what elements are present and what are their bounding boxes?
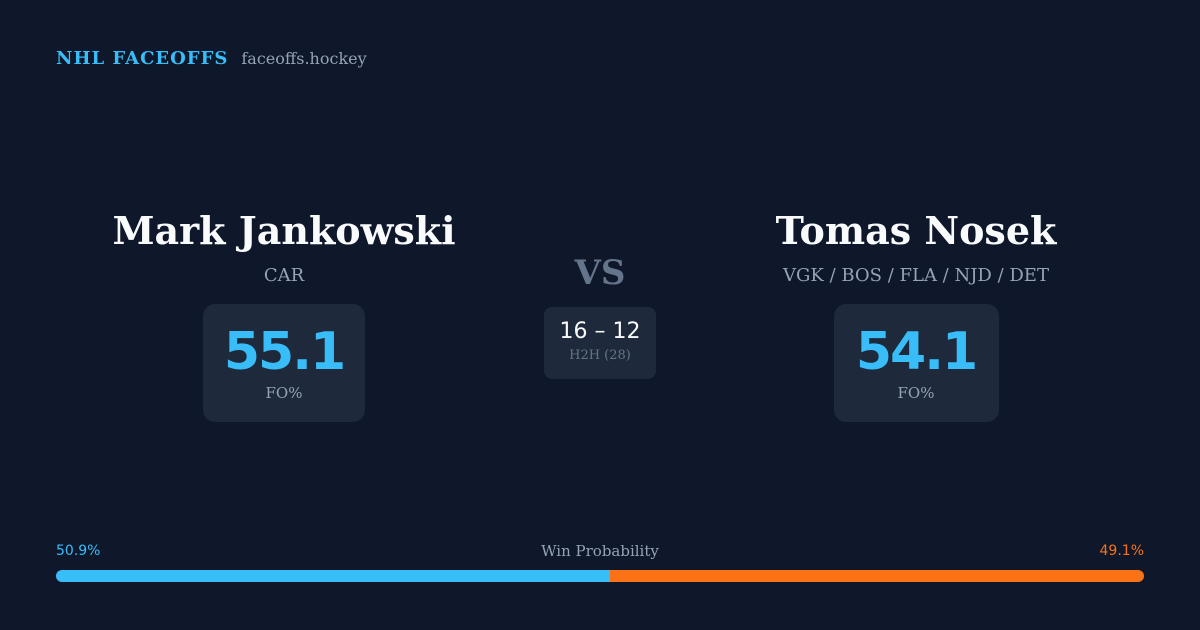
player-right-panel: Tomas Nosek VGK / BOS / FLA / NJD / DET … xyxy=(716,205,1116,422)
h2h-label: H2H (28) xyxy=(569,348,631,363)
player-left-name: Mark Jankowski xyxy=(112,208,456,253)
h2h-card: 16 – 12 H2H (28) xyxy=(544,307,656,379)
h2h-score: 16 – 12 xyxy=(559,319,641,344)
win-probability-bar xyxy=(56,570,1144,582)
player-left-fo-pct: 55.1 xyxy=(223,322,346,382)
brand-url[interactable]: faceoffs.hockey xyxy=(241,49,367,68)
player-right-team: VGK / BOS / FLA / NJD / DET xyxy=(783,265,1049,286)
player-left-fo-label: FO% xyxy=(265,384,303,402)
player-right-fo-label: FO% xyxy=(897,384,935,402)
player-right-name: Tomas Nosek xyxy=(775,208,1057,253)
win-probability-left-value: 50.9% xyxy=(56,543,101,559)
versus-label: VS xyxy=(574,253,626,293)
brand: NHL FACEOFFS faceoffs.hockey xyxy=(56,48,367,69)
player-left-team: CAR xyxy=(263,265,305,286)
win-probability-left-fill xyxy=(56,570,610,582)
player-right-stat-card: 54.1 FO% xyxy=(833,304,999,422)
brand-name[interactable]: NHL FACEOFFS xyxy=(56,48,229,69)
player-left-panel: Mark Jankowski CAR 55.1 FO% xyxy=(84,205,484,422)
win-probability-right-value: 49.1% xyxy=(1099,543,1144,559)
player-right-fo-pct: 54.1 xyxy=(855,322,978,382)
player-left-stat-card: 55.1 FO% xyxy=(203,304,365,422)
win-probability-right-fill xyxy=(609,570,1144,582)
win-probability-title: Win Probability xyxy=(541,542,659,560)
